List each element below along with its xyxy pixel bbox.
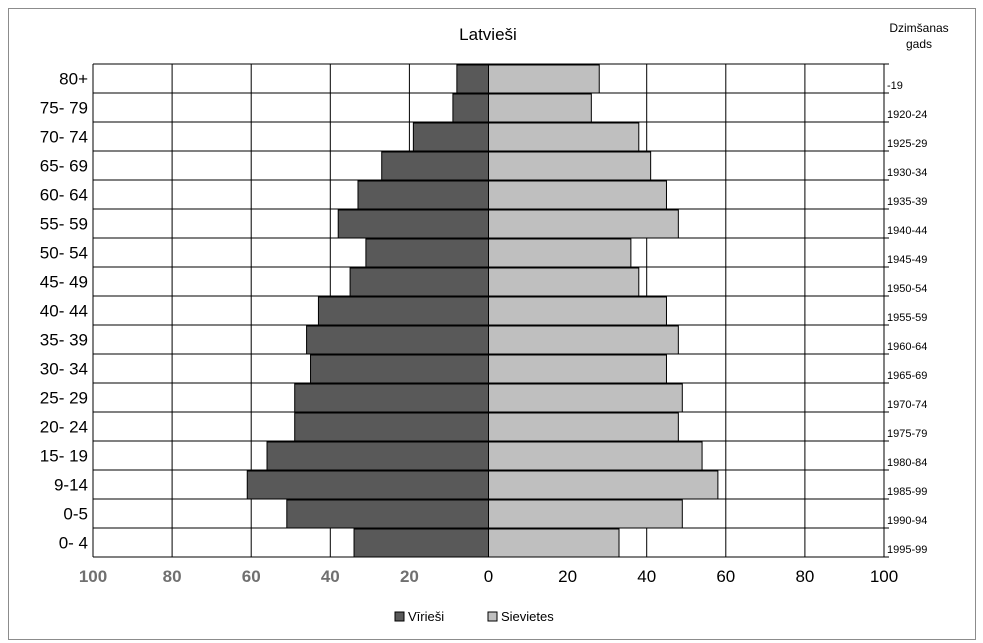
bar-female [488, 151, 652, 181]
age-group-label: 9-14 [54, 476, 88, 495]
bar-female [488, 267, 640, 297]
bar-male [317, 296, 489, 326]
legend: Vīrieši Sievietes [394, 609, 554, 624]
bar-female [488, 180, 667, 210]
bar-male [349, 267, 490, 297]
birth-year-label: 1995-99 [887, 544, 927, 556]
age-group-label: 50- 54 [40, 244, 88, 263]
age-group-label: 0- 4 [59, 534, 88, 553]
birth-year-label: 1985-99 [887, 486, 927, 498]
x-tick-label: 20 [400, 567, 419, 586]
age-group-label: 45- 49 [40, 273, 88, 292]
age-group-label: 70- 74 [40, 128, 88, 147]
x-tick-label: 100 [870, 567, 898, 586]
age-group-label: 15- 19 [40, 447, 88, 466]
birth-year-label: 1945-49 [887, 254, 927, 266]
legend-swatch-male [394, 611, 405, 622]
bar-male [452, 93, 489, 123]
x-tick-label: 40 [321, 567, 340, 586]
birth-year-label: 1990-94 [887, 515, 927, 527]
x-tick-label: 0 [484, 567, 493, 586]
bar-female [488, 238, 632, 268]
birth-year-label: 1920-24 [887, 109, 927, 121]
birth-year-label: 1950-54 [887, 283, 927, 295]
birth-year-label: 1925-29 [887, 138, 927, 150]
bar-male [353, 528, 489, 558]
birth-year-label: 1955-59 [887, 312, 927, 324]
age-group-label: 65- 69 [40, 157, 88, 176]
right-axis-title-line1: Dzimšanas [889, 21, 948, 35]
bar-male [266, 441, 489, 471]
bar-female [488, 499, 683, 529]
x-tick-label: 20 [558, 567, 577, 586]
bar-female [488, 412, 679, 442]
birth-year-label: 1940-44 [887, 225, 927, 237]
bar-female [488, 470, 719, 500]
age-group-labels: 80+ 75- 79 70- 74 65- 69 60- 64 55- 59 50- 54 4… [40, 70, 88, 553]
birth-year-label: 1930-34 [887, 167, 927, 179]
age-group-label: 40- 44 [40, 302, 88, 321]
bar-female [488, 325, 679, 355]
bar-male [294, 383, 489, 413]
age-group-label: 25- 29 [40, 389, 88, 408]
birth-year-label: 1935-39 [887, 196, 927, 208]
age-group-label: 30- 34 [40, 360, 88, 379]
bar-female [488, 528, 620, 558]
bar-male [381, 151, 489, 181]
bar-female [488, 93, 592, 123]
x-tick-label: 80 [795, 567, 814, 586]
birth-year-label: 1975-79 [887, 428, 927, 440]
chart-title: Latvieši [459, 25, 517, 44]
bar-male [306, 325, 489, 355]
age-group-label: 60- 64 [40, 186, 88, 205]
birth-year-label: 1980-84 [887, 457, 927, 469]
bar-male [357, 180, 489, 210]
bar-female [488, 383, 683, 413]
bar-male [412, 122, 490, 152]
bar-male [456, 64, 489, 94]
bar-female [488, 122, 640, 152]
bar-male [286, 499, 490, 529]
legend-label-female: Sievietes [501, 609, 554, 624]
bar-male [294, 412, 489, 442]
age-group-label: 35- 39 [40, 331, 88, 350]
bars [246, 64, 719, 558]
x-tick-label: 100 [79, 567, 107, 586]
x-axis-tick-labels: 100 80 60 40 20 0 20 40 60 80 100 [79, 567, 898, 586]
bar-female [488, 296, 667, 326]
birth-year-label: 1960-64 [887, 341, 927, 353]
x-tick-label: 80 [163, 567, 182, 586]
bar-male [246, 470, 489, 500]
bar-male [337, 209, 489, 239]
x-tick-label: 60 [716, 567, 735, 586]
x-tick-label: 60 [242, 567, 261, 586]
x-tick-label: 40 [637, 567, 656, 586]
bar-male [310, 354, 489, 384]
age-group-label: 80+ [59, 70, 88, 89]
bar-female [488, 441, 703, 471]
age-group-label: 20- 24 [40, 418, 88, 437]
age-group-label: 0-5 [63, 505, 88, 524]
birth-year-label: 1970-74 [887, 399, 927, 411]
bar-female [488, 64, 600, 94]
age-group-label: 55- 59 [40, 215, 88, 234]
legend-swatch-female [487, 611, 498, 622]
right-axis-title-line2: gads [906, 37, 932, 51]
legend-label-male: Vīrieši [408, 609, 444, 624]
bar-male [365, 238, 489, 268]
birth-year-label: -19 [887, 80, 903, 92]
bar-female [488, 354, 667, 384]
birth-year-labels: -19 1920-24 1925-29 1930-34 1935-39 1940-44 19… [887, 80, 927, 556]
age-group-label: 75- 79 [40, 99, 88, 118]
birth-year-label: 1965-69 [887, 370, 927, 382]
bar-female [488, 209, 679, 239]
